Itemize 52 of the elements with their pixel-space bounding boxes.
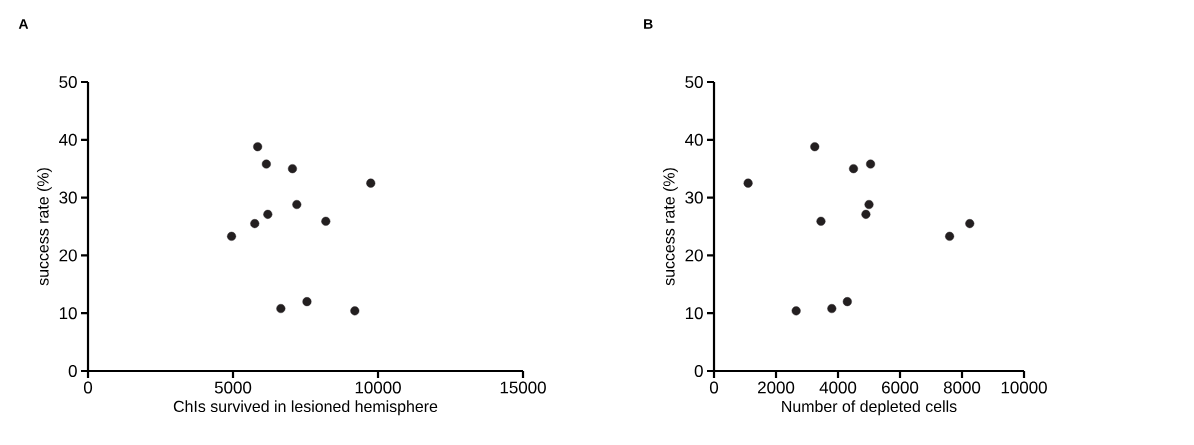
point bbox=[302, 297, 312, 307]
point bbox=[816, 216, 826, 226]
point bbox=[810, 142, 820, 152]
x-tick-label: 8000 bbox=[943, 381, 981, 394]
y-tick-label: 10 bbox=[59, 307, 77, 320]
x-tick-label: 4000 bbox=[819, 381, 857, 394]
y-tick-label: 20 bbox=[59, 249, 77, 262]
x-tick-label: 10000 bbox=[1001, 381, 1047, 394]
chart-title: A bbox=[18, 19, 29, 29]
point bbox=[253, 142, 263, 152]
y-axis-title: success rate (%) bbox=[36, 168, 52, 286]
y-tick-label: 50 bbox=[59, 75, 77, 88]
point bbox=[261, 159, 271, 169]
x-tick-label: 15000 bbox=[500, 381, 546, 394]
x-axis-title: Number of depleted cells bbox=[782, 400, 957, 416]
chart-title: B bbox=[644, 19, 653, 29]
point bbox=[842, 297, 852, 307]
point bbox=[366, 178, 376, 188]
point bbox=[292, 200, 302, 210]
point bbox=[263, 209, 273, 219]
x-tick-label: 0 bbox=[709, 381, 719, 394]
point bbox=[827, 304, 837, 314]
x-tick-label: 10000 bbox=[355, 381, 401, 394]
y-tick-label: 30 bbox=[685, 191, 703, 204]
point bbox=[866, 159, 876, 169]
x-tick-label: 2000 bbox=[758, 381, 795, 394]
point bbox=[849, 164, 859, 174]
point bbox=[945, 231, 955, 241]
y-tick-label: 20 bbox=[685, 249, 703, 262]
point bbox=[250, 219, 260, 229]
point bbox=[861, 209, 871, 219]
y-tick-label: 50 bbox=[685, 75, 703, 88]
y-axis-title: success rate (%) bbox=[662, 168, 678, 286]
x-tick-label: 6000 bbox=[882, 381, 919, 394]
point bbox=[287, 164, 297, 174]
point bbox=[864, 200, 874, 210]
x-axis-title: ChIs survived in lesioned hemisphere bbox=[173, 400, 438, 416]
point bbox=[965, 219, 975, 229]
y-tick-label: 0 bbox=[694, 364, 703, 377]
point bbox=[743, 178, 753, 188]
x-tick-label: 5000 bbox=[214, 381, 252, 394]
point bbox=[791, 306, 801, 316]
point bbox=[350, 306, 360, 316]
y-tick-label: 0 bbox=[68, 364, 77, 377]
x-tick-label: 0 bbox=[83, 381, 93, 394]
y-tick-label: 40 bbox=[685, 133, 703, 146]
point bbox=[227, 231, 237, 241]
y-tick-label: 30 bbox=[59, 191, 77, 204]
y-tick-label: 10 bbox=[685, 307, 703, 320]
point bbox=[321, 216, 331, 226]
y-tick-label: 40 bbox=[59, 133, 77, 146]
point bbox=[276, 304, 286, 314]
